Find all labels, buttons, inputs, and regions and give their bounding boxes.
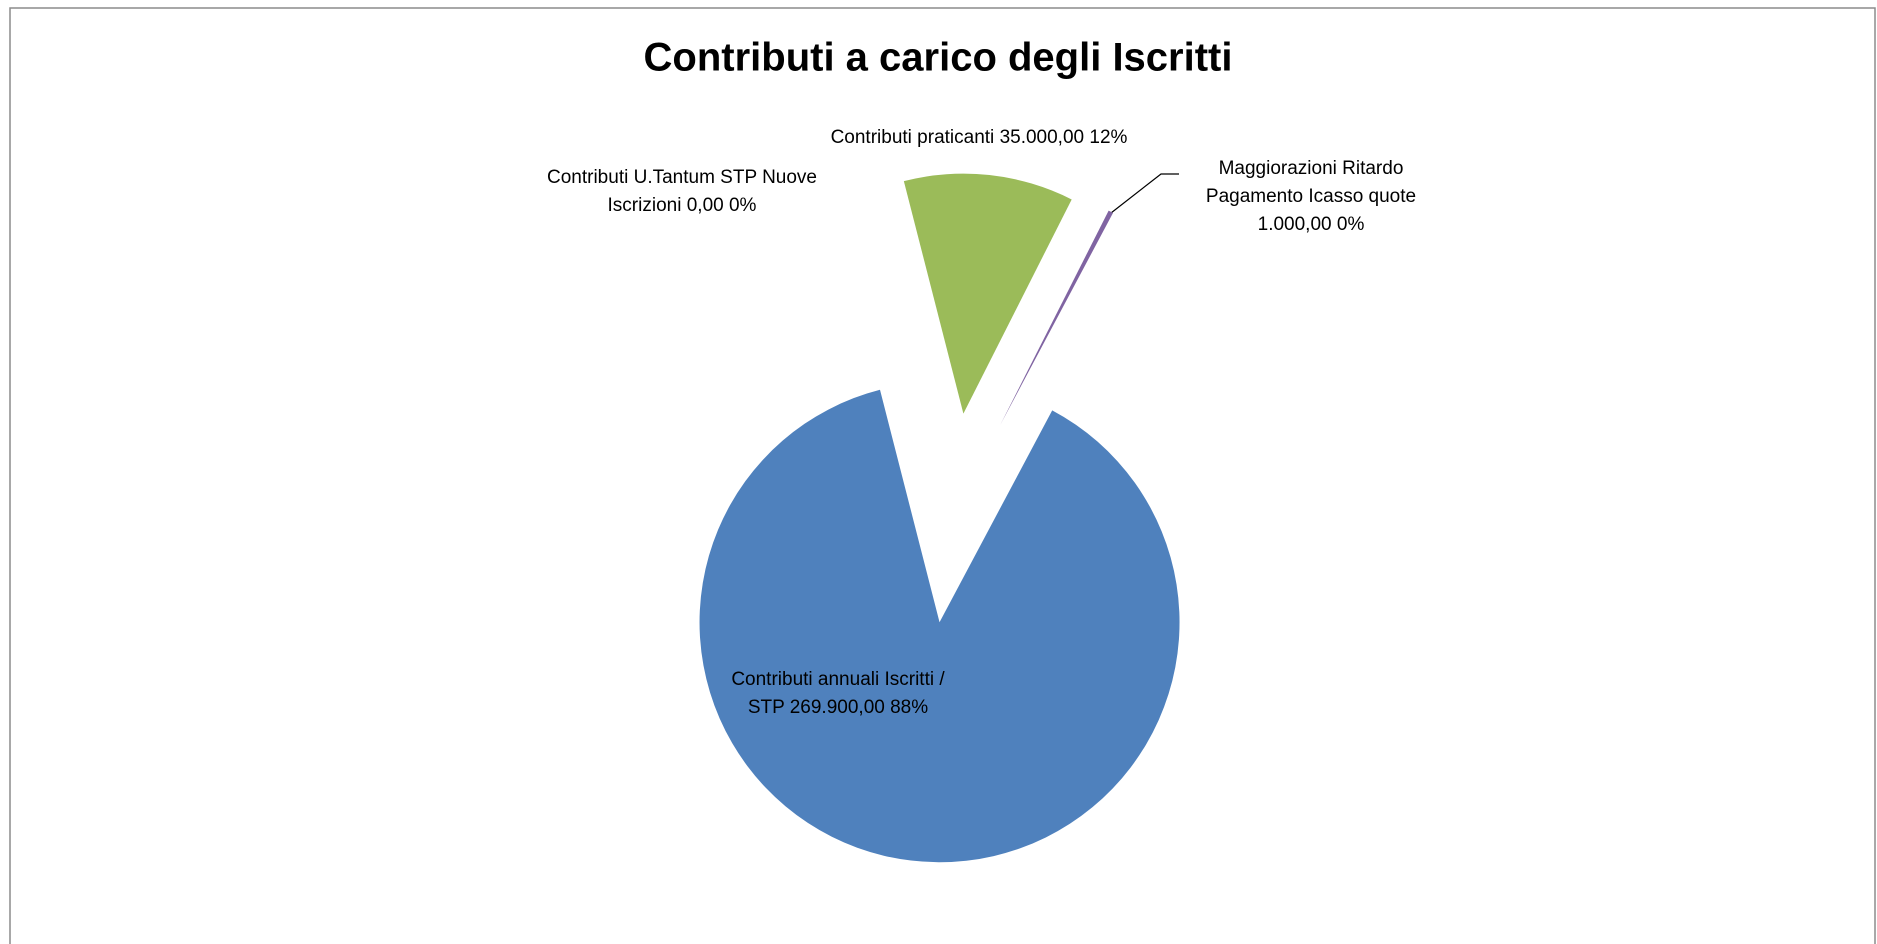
leader-line [1110, 173, 1179, 214]
data-label: Contributi U.Tantum STP Nuove Iscrizioni… [522, 164, 842, 220]
pie-slice [699, 389, 1180, 863]
chart-title: Contributi a carico degli Iscritti [644, 36, 1233, 80]
label-percent: 0% [728, 195, 757, 216]
label-percent: 0% [1336, 214, 1365, 235]
label-percent: 88% [890, 697, 929, 718]
data-label: Contributi praticanti 35.000,00 12% [809, 124, 1149, 152]
label-category: Maggiorazioni Ritardo Pagamento Icasso q… [1205, 158, 1417, 207]
label-value: 35.000,00 [999, 127, 1085, 148]
label-value: 1.000,00 [1257, 214, 1332, 235]
chart-border [9, 7, 1876, 944]
label-value: 269.900,00 [789, 697, 885, 718]
label-category: Contributi U.Tantum STP Nuove Iscrizioni [547, 167, 817, 216]
pie-slice [1000, 210, 1114, 425]
data-label: Maggiorazioni Ritardo Pagamento Icasso q… [1191, 155, 1431, 239]
label-category: Contributi praticanti [830, 127, 995, 148]
label-percent: 12% [1089, 127, 1128, 148]
label-value: 0,00 [686, 195, 724, 216]
data-label: Contributi annuali Iscritti / STP 269.90… [723, 666, 953, 722]
label-category: Contributi annuali Iscritti / STP [731, 669, 945, 718]
pie-slice [903, 173, 1072, 414]
